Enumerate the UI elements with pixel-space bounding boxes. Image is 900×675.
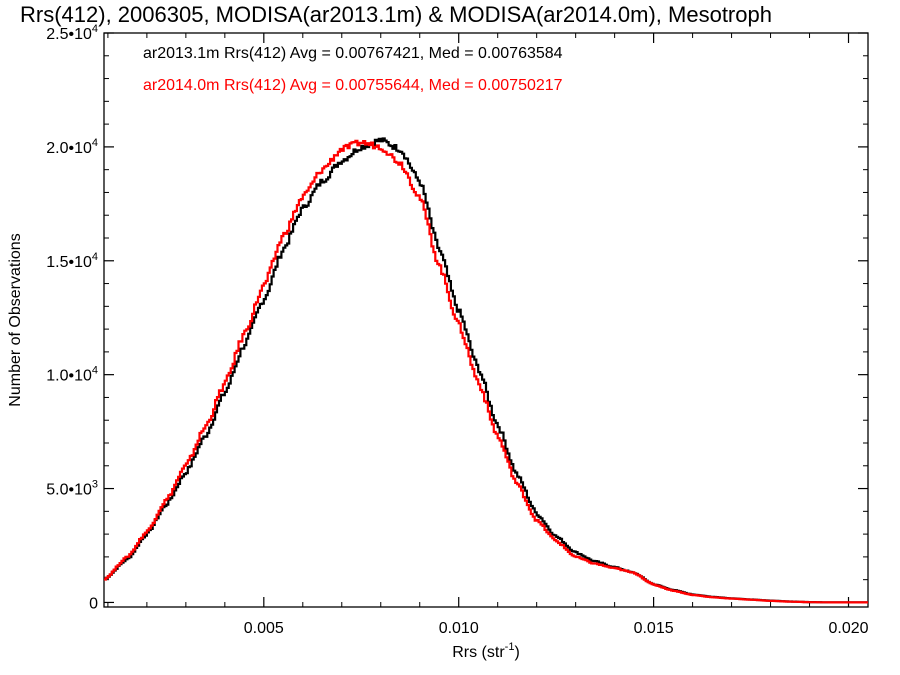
x-axis-label: Rrs (str-1) xyxy=(452,641,520,661)
legend-entry-ar2013: ar2013.1m Rrs(412) Avg = 0.00767421, Med… xyxy=(143,45,563,62)
x-axis-label-main: Rrs (str xyxy=(452,644,505,661)
x-tick-label: 0.020 xyxy=(828,620,868,637)
y-tick-mantissa: 2.0•10 xyxy=(46,140,92,157)
ticks-layer: 0.005 0.010 0.015 0.02005.0•1031.0•1041.5•1… xyxy=(46,23,868,637)
series-line-ar2014.0m xyxy=(104,139,868,604)
y-tick-mantissa: 1.0•10 xyxy=(46,368,92,385)
y-tick-mantissa: 0 xyxy=(89,595,98,612)
series-layer xyxy=(104,137,868,604)
plot-frame xyxy=(103,32,869,608)
x-tick-label: 0.005 xyxy=(244,620,284,637)
legend-entry-ar2014: ar2014.0m Rrs(412) Avg = 0.00755644, Med… xyxy=(143,77,563,94)
y-tick-label: 2.5•104 xyxy=(46,23,98,43)
x-tick-label: 0.015 xyxy=(634,620,674,637)
x-axis-label-sup: -1 xyxy=(505,641,515,653)
y-tick-mantissa: 5.0•10 xyxy=(46,482,92,499)
y-tick-exponent: 4 xyxy=(92,365,98,377)
series-line-ar2013.1m xyxy=(104,137,868,604)
x-axis-label-close: ) xyxy=(514,644,519,661)
chart-title: Rrs(412), 2006305, MODISA(ar2013.1m) & M… xyxy=(20,2,772,27)
legend: ar2013.1m Rrs(412) Avg = 0.00767421, Med… xyxy=(143,45,563,94)
y-axis-label: Number of Observations xyxy=(7,233,24,406)
y-tick-label: 0 xyxy=(89,595,98,612)
y-tick-mantissa: 1.5•10 xyxy=(46,254,92,271)
y-tick-exponent: 3 xyxy=(92,479,98,491)
y-tick-mantissa: 2.5•10 xyxy=(46,26,92,43)
y-tick-exponent: 4 xyxy=(92,23,98,35)
y-tick-label: 2.0•104 xyxy=(46,137,98,157)
x-tick-label: 0.010 xyxy=(439,620,479,637)
y-tick-label: 1.5•104 xyxy=(46,251,98,271)
y-tick-exponent: 4 xyxy=(92,137,98,149)
y-tick-label: 1.0•104 xyxy=(46,365,98,385)
y-tick-exponent: 4 xyxy=(92,251,98,263)
y-tick-label: 5.0•103 xyxy=(46,479,98,499)
